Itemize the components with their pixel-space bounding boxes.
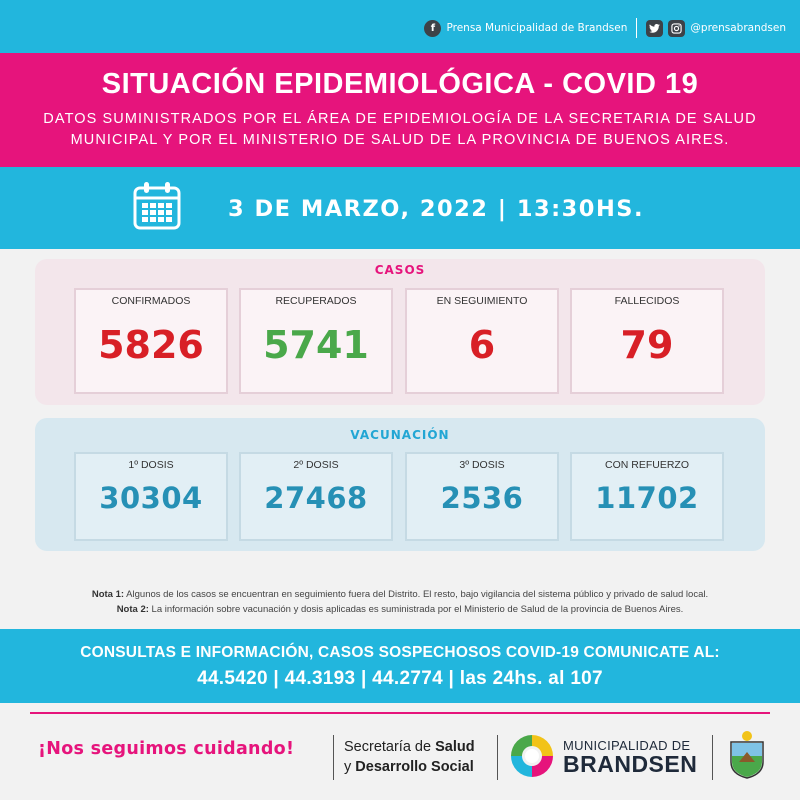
card-label: CONFIRMADOS xyxy=(111,295,191,307)
crest-icon xyxy=(730,731,764,779)
title-band: SITUACIÓN EPIDEMIOLÓGICA - COVID 19 DATO… xyxy=(0,53,800,167)
contact-band: CONSULTAS E INFORMACIÓN, CASOS SOSPECHOS… xyxy=(0,629,800,703)
facebook-icon[interactable]: f xyxy=(424,19,442,37)
nota-2-text: La información sobre vacunación y dosis … xyxy=(148,604,684,615)
card-2-dosis: 2º DOSIS 27468 xyxy=(239,452,393,541)
card-value: 30304 xyxy=(99,481,203,515)
nota-2-label: Nota 2: xyxy=(116,604,149,615)
divider xyxy=(712,735,713,780)
nota-1-text: Algunos de los casos se encuentran en se… xyxy=(124,589,709,600)
card-value: 27468 xyxy=(264,481,368,515)
nota-1: Nota 1: Algunos de los casos se encuentr… xyxy=(0,587,800,602)
divider xyxy=(636,18,638,38)
card-label: FALLECIDOS xyxy=(614,295,680,307)
casos-panel: CASOS CONFIRMADOS 5826 RECUPERADOS 5741 … xyxy=(35,259,765,405)
casos-title: CASOS xyxy=(374,263,426,277)
card-label: 3º DOSIS xyxy=(459,459,505,471)
report-date: 3 DE MARZO, 2022 | 13:30HS. xyxy=(228,196,645,222)
nota-2: Nota 2: La información sobre vacunación … xyxy=(0,602,800,617)
page-title: SITUACIÓN EPIDEMIOLÓGICA - COVID 19 xyxy=(101,68,699,100)
secretaria-desarrollo: Desarrollo Social xyxy=(355,759,474,775)
vacunacion-title: VACUNACIÓN xyxy=(350,428,450,442)
card-value: 5741 xyxy=(263,323,369,367)
top-bar: f Prensa Municipalidad de Brandsen @pren… xyxy=(0,0,800,53)
municipalidad-name: MUNICIPALIDAD DE BRANDSEN xyxy=(563,738,698,777)
footer-divider xyxy=(30,712,770,714)
contact-phones: 44.5420 | 44.3193 | 44.2774 | las 24hs. … xyxy=(197,668,603,689)
divider xyxy=(333,735,334,780)
card-con-refuerzo: CON REFUERZO 11702 xyxy=(570,452,724,541)
secretaria-salud: Salud xyxy=(435,739,475,755)
card-confirmados: CONFIRMADOS 5826 xyxy=(74,288,228,394)
subtitle-line-2: MUNICIPAL Y POR EL MINISTERIO DE SALUD D… xyxy=(70,132,730,148)
date-band xyxy=(0,167,800,249)
social-links: f Prensa Municipalidad de Brandsen @pren… xyxy=(424,18,786,38)
secretaria-text-2: y xyxy=(344,759,356,775)
nota-1-label: Nota 1: xyxy=(91,589,125,600)
card-recuperados: RECUPERADOS 5741 xyxy=(239,288,393,394)
divider xyxy=(497,735,498,780)
vacunacion-panel: VACUNACIÓN 1º DOSIS 30304 2º DOSIS 27468… xyxy=(35,418,765,551)
card-label: 2º DOSIS xyxy=(293,459,339,471)
card-value: 2536 xyxy=(440,481,524,515)
instagram-icon[interactable] xyxy=(668,19,686,37)
municipalidad-logo-icon xyxy=(511,735,553,777)
card-fallecidos: FALLECIDOS 79 xyxy=(570,288,724,394)
card-label: CON REFUERZO xyxy=(605,459,689,471)
subtitle-line-1: DATOS SUMINISTRADOS POR EL ÁREA DE EPIDE… xyxy=(43,111,757,127)
secretaria-label: Secretaría de Salud y Desarrollo Social xyxy=(344,737,475,777)
twitter-icon[interactable] xyxy=(646,19,664,37)
facebook-label[interactable]: Prensa Municipalidad de Brandsen xyxy=(446,22,628,34)
card-1-dosis: 1º DOSIS 30304 xyxy=(74,452,228,541)
notes: Nota 1: Algunos de los casos se encuentr… xyxy=(0,587,800,617)
secretaria-text: Secretaría de xyxy=(344,739,436,755)
contact-line-1: CONSULTAS E INFORMACIÓN, CASOS SOSPECHOS… xyxy=(80,644,720,661)
card-en-seguimiento: EN SEGUIMIENTO 6 xyxy=(405,288,559,394)
card-value: 79 xyxy=(620,323,674,367)
social-handle[interactable]: @prensabrandsen xyxy=(690,22,786,34)
municipalidad-label: MUNICIPALIDAD DE xyxy=(563,738,691,753)
card-3-dosis: 3º DOSIS 2536 xyxy=(405,452,559,541)
card-label: RECUPERADOS xyxy=(275,295,357,307)
card-value: 11702 xyxy=(595,481,699,515)
slogan: ¡Nos seguimos cuidando! xyxy=(38,739,295,759)
card-value: 6 xyxy=(468,323,496,367)
brandsen-label: BRANDSEN xyxy=(563,751,698,777)
calendar-icon xyxy=(133,182,181,230)
card-label: 1º DOSIS xyxy=(128,459,174,471)
card-label: EN SEGUIMIENTO xyxy=(436,295,528,307)
card-value: 5826 xyxy=(98,323,204,367)
